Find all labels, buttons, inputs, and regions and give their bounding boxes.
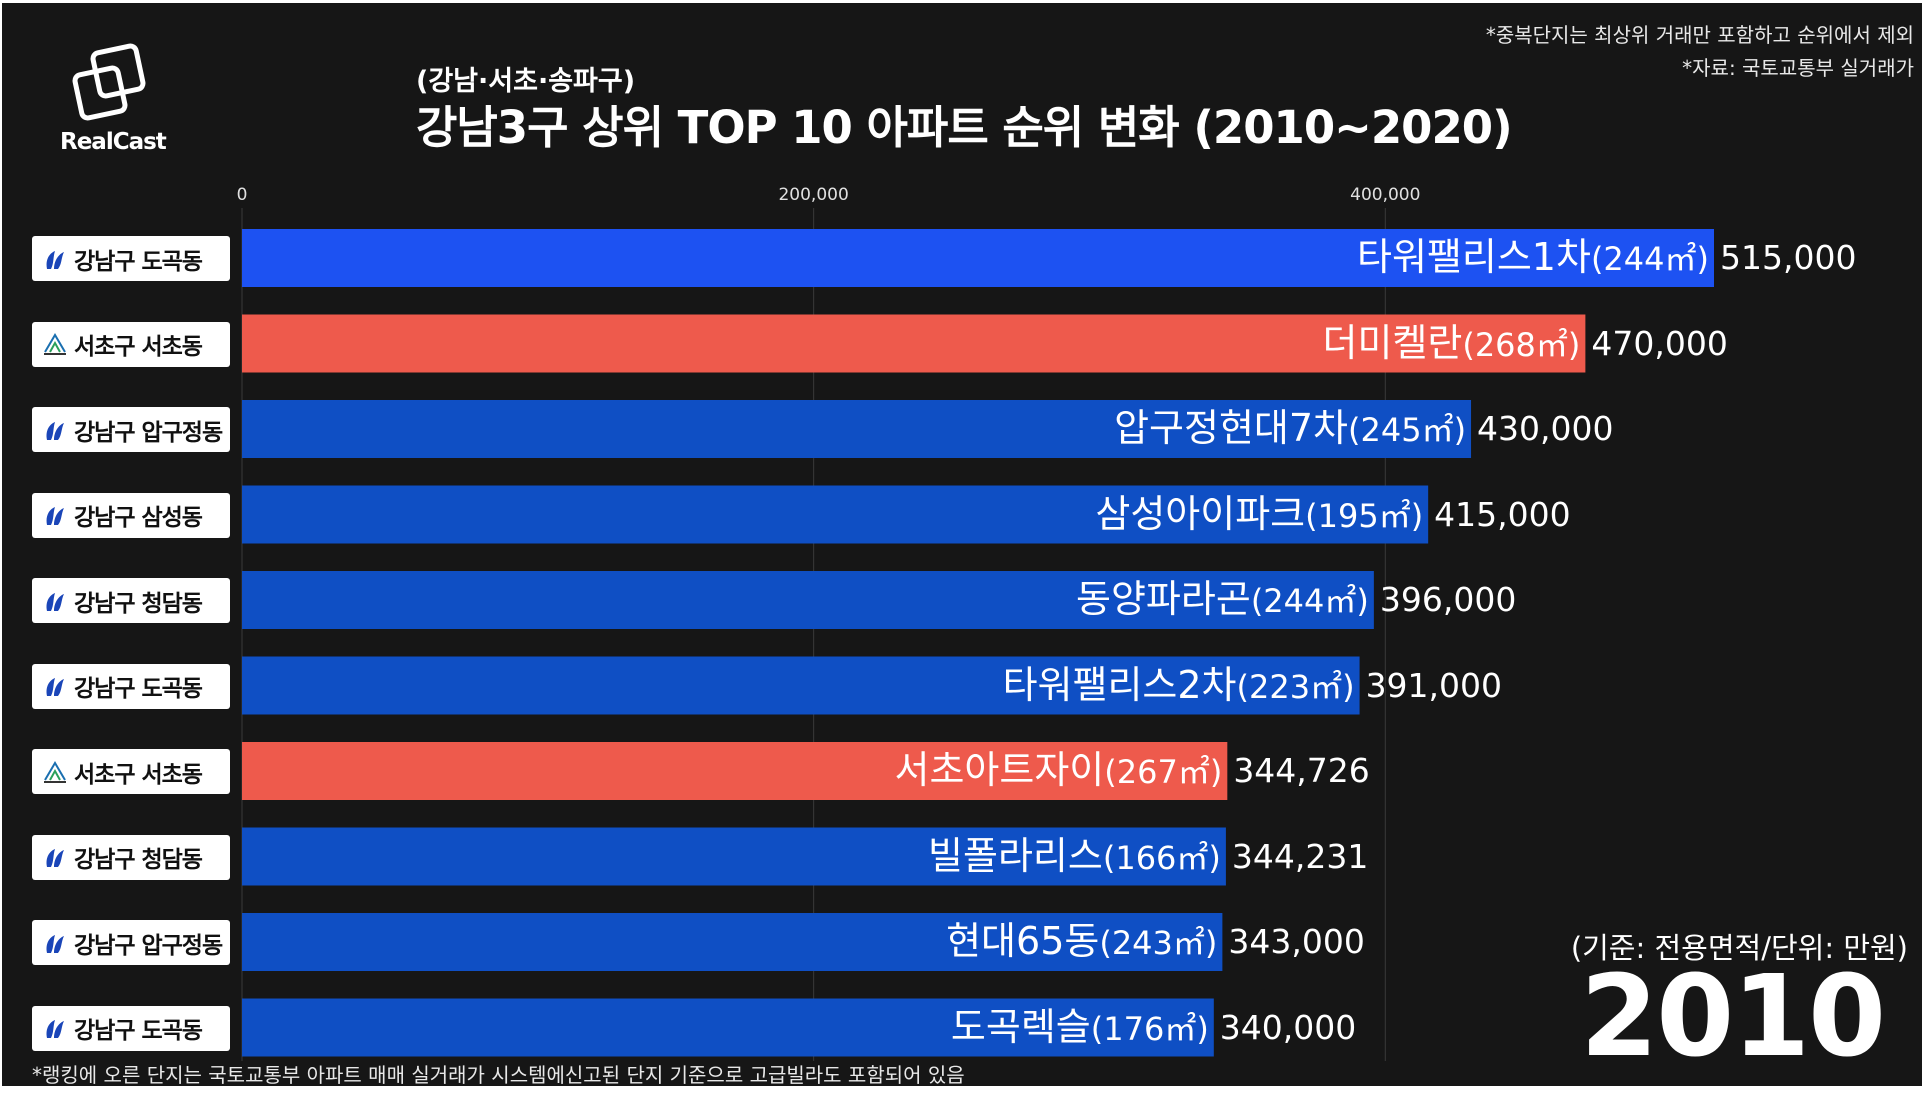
brand-logo: RealCast bbox=[40, 33, 190, 163]
year-indicator: 2010 bbox=[1580, 952, 1886, 1082]
seocho-emblem-icon bbox=[44, 333, 66, 355]
chart-title: 강남3구 상위 TOP 10 아파트 순위 변화 (2010~2020) bbox=[416, 101, 1513, 154]
apartment-name: 타워팰리스2차 bbox=[1002, 662, 1237, 707]
seocho-emblem-icon bbox=[44, 760, 66, 783]
district-label-text: 강남구 청담동 bbox=[74, 590, 203, 617]
district-label-text: 강남구 도곡동 bbox=[74, 676, 203, 702]
district-label: 강남구 압구정동 bbox=[32, 920, 230, 965]
data-label: 391,000 bbox=[1365, 665, 1503, 705]
apartment-name: 빌폴라리스 bbox=[928, 833, 1103, 878]
district-label-text: 강남구 청담동 bbox=[74, 847, 203, 873]
apartment-name: 타워팰리스1차 bbox=[1357, 235, 1591, 279]
bar-label: 타워팰리스1차(244㎡) bbox=[1357, 238, 1709, 276]
data-label: 470,000 bbox=[1591, 323, 1728, 363]
bar-label: 도곡렉슬(176㎡) bbox=[951, 1008, 1209, 1046]
apartment-area: (166㎡) bbox=[1102, 838, 1221, 877]
apartment-area: (243㎡) bbox=[1099, 924, 1218, 962]
bar-label: 삼성아이파크(195㎡) bbox=[1095, 495, 1423, 533]
gangnam-emblem-icon bbox=[46, 421, 64, 440]
apartment-area: (176㎡) bbox=[1090, 1009, 1209, 1048]
bar-8 bbox=[242, 827, 1226, 886]
apartment-name: 서초아트자이 bbox=[894, 748, 1105, 792]
x-tick-label: 0 bbox=[236, 185, 248, 205]
apartment-name: 압구정현대7차 bbox=[1114, 406, 1348, 450]
source-note: *자료: 국토교통부 실거래가 bbox=[1682, 56, 1914, 80]
apartment-area: (195㎡) bbox=[1305, 496, 1424, 535]
gangnam-emblem-icon bbox=[46, 678, 64, 696]
data-label: 515,000 bbox=[1720, 238, 1857, 277]
district-label: 서초구 서초동 bbox=[32, 749, 230, 794]
apartment-area: (245㎡) bbox=[1348, 411, 1467, 449]
data-label: 415,000 bbox=[1434, 494, 1571, 534]
data-label: 340,000 bbox=[1219, 1007, 1357, 1047]
district-label-text: 서초구 서초동 bbox=[74, 334, 203, 360]
district-label-text: 강남구 압구정동 bbox=[74, 419, 223, 446]
district-label-text: 강남구 도곡동 bbox=[74, 248, 203, 275]
chart-subtitle: (강남·서초·송파구) bbox=[416, 66, 636, 97]
district-label: 강남구 도곡동 bbox=[32, 663, 230, 709]
unit-note: (기준: 전용면적/단위: 만원) bbox=[1570, 931, 1908, 965]
bar-label: 동양파라곤(244㎡) bbox=[1076, 580, 1369, 618]
bar-label: 타워팰리스2차(223㎡) bbox=[1003, 666, 1355, 704]
duplicate-note: *중복단지는 최상위 거래만 포함하고 순위에서 제외 bbox=[1485, 23, 1914, 47]
chart-canvas bbox=[241, 208, 1714, 1061]
district-label-text: 강남구 압구정동 bbox=[74, 932, 223, 959]
district-label: 강남구 청담동 bbox=[32, 578, 230, 623]
district-label-text: 서초구 서초동 bbox=[74, 761, 203, 788]
apartment-name: 현대65동 bbox=[946, 919, 1100, 963]
ranking-footnote: *랭킹에 오른 단지는 국토교통부 아파트 매매 실거래가 시스템에신고된 단지… bbox=[32, 1063, 965, 1086]
apartment-area: (244㎡) bbox=[1590, 240, 1709, 278]
apartment-area: (244㎡) bbox=[1250, 582, 1369, 620]
district-label: 강남구 도곡동 bbox=[32, 236, 230, 281]
apartment-name: 도곡렉슬 bbox=[950, 1004, 1091, 1049]
gangnam-emblem-icon bbox=[46, 1020, 64, 1038]
apartment-area: (267㎡) bbox=[1104, 753, 1223, 791]
apartment-area: (223㎡) bbox=[1236, 667, 1355, 706]
x-tick-label: 400,000 bbox=[1350, 185, 1421, 205]
district-label: 강남구 청담동 bbox=[32, 834, 230, 880]
district-label: 서초구 서초동 bbox=[32, 321, 230, 367]
district-label: 강남구 압구정동 bbox=[32, 407, 230, 452]
data-label: 396,000 bbox=[1379, 580, 1517, 619]
bar-10 bbox=[242, 998, 1214, 1057]
apartment-area: (268㎡) bbox=[1462, 325, 1581, 364]
apartment-name: 삼성아이파크 bbox=[1095, 491, 1306, 536]
realcast-logo-icon bbox=[72, 43, 146, 121]
district-label-text: 강남구 삼성동 bbox=[74, 505, 203, 531]
gangnam-emblem-icon bbox=[46, 934, 64, 953]
bar-3 bbox=[242, 400, 1472, 458]
bar-label: 더미켈란(268㎡) bbox=[1322, 324, 1580, 362]
bar-label: 빌폴라리스(166㎡) bbox=[928, 837, 1221, 875]
bar-4 bbox=[242, 485, 1429, 544]
x-tick-label: 200,000 bbox=[778, 185, 849, 205]
chart-frame: RealCast (강남·서초·송파구) 강남3구 상위 TOP 10 아파트 … bbox=[2, 3, 1922, 1086]
bar-6 bbox=[242, 656, 1360, 715]
district-label-text: 강남구 도곡동 bbox=[74, 1018, 203, 1044]
data-label: 344,231 bbox=[1231, 836, 1369, 876]
data-label: 344,726 bbox=[1233, 751, 1370, 790]
gangnam-emblem-icon bbox=[46, 250, 64, 269]
gangnam-emblem-icon bbox=[46, 507, 64, 525]
data-label: 430,000 bbox=[1477, 409, 1614, 448]
bar-1 bbox=[242, 229, 1714, 287]
gangnam-emblem-icon bbox=[46, 592, 64, 611]
data-label: 343,000 bbox=[1228, 922, 1365, 961]
bar-7 bbox=[242, 742, 1228, 800]
bar-5 bbox=[242, 571, 1374, 629]
bar-label: 압구정현대7차(245㎡) bbox=[1114, 409, 1466, 447]
bar-9 bbox=[242, 913, 1223, 971]
apartment-name: 동양파라곤 bbox=[1076, 577, 1251, 621]
brand-name: RealCast bbox=[60, 129, 167, 155]
district-label: 강남구 도곡동 bbox=[32, 1005, 230, 1051]
bar-2 bbox=[242, 314, 1586, 373]
gangnam-emblem-icon bbox=[46, 849, 64, 867]
apartment-name: 더미켈란 bbox=[1322, 320, 1463, 365]
district-label: 강남구 삼성동 bbox=[32, 492, 230, 538]
bar-label: 현대65동(243㎡) bbox=[946, 922, 1217, 960]
bar-label: 서초아트자이(267㎡) bbox=[895, 751, 1223, 789]
